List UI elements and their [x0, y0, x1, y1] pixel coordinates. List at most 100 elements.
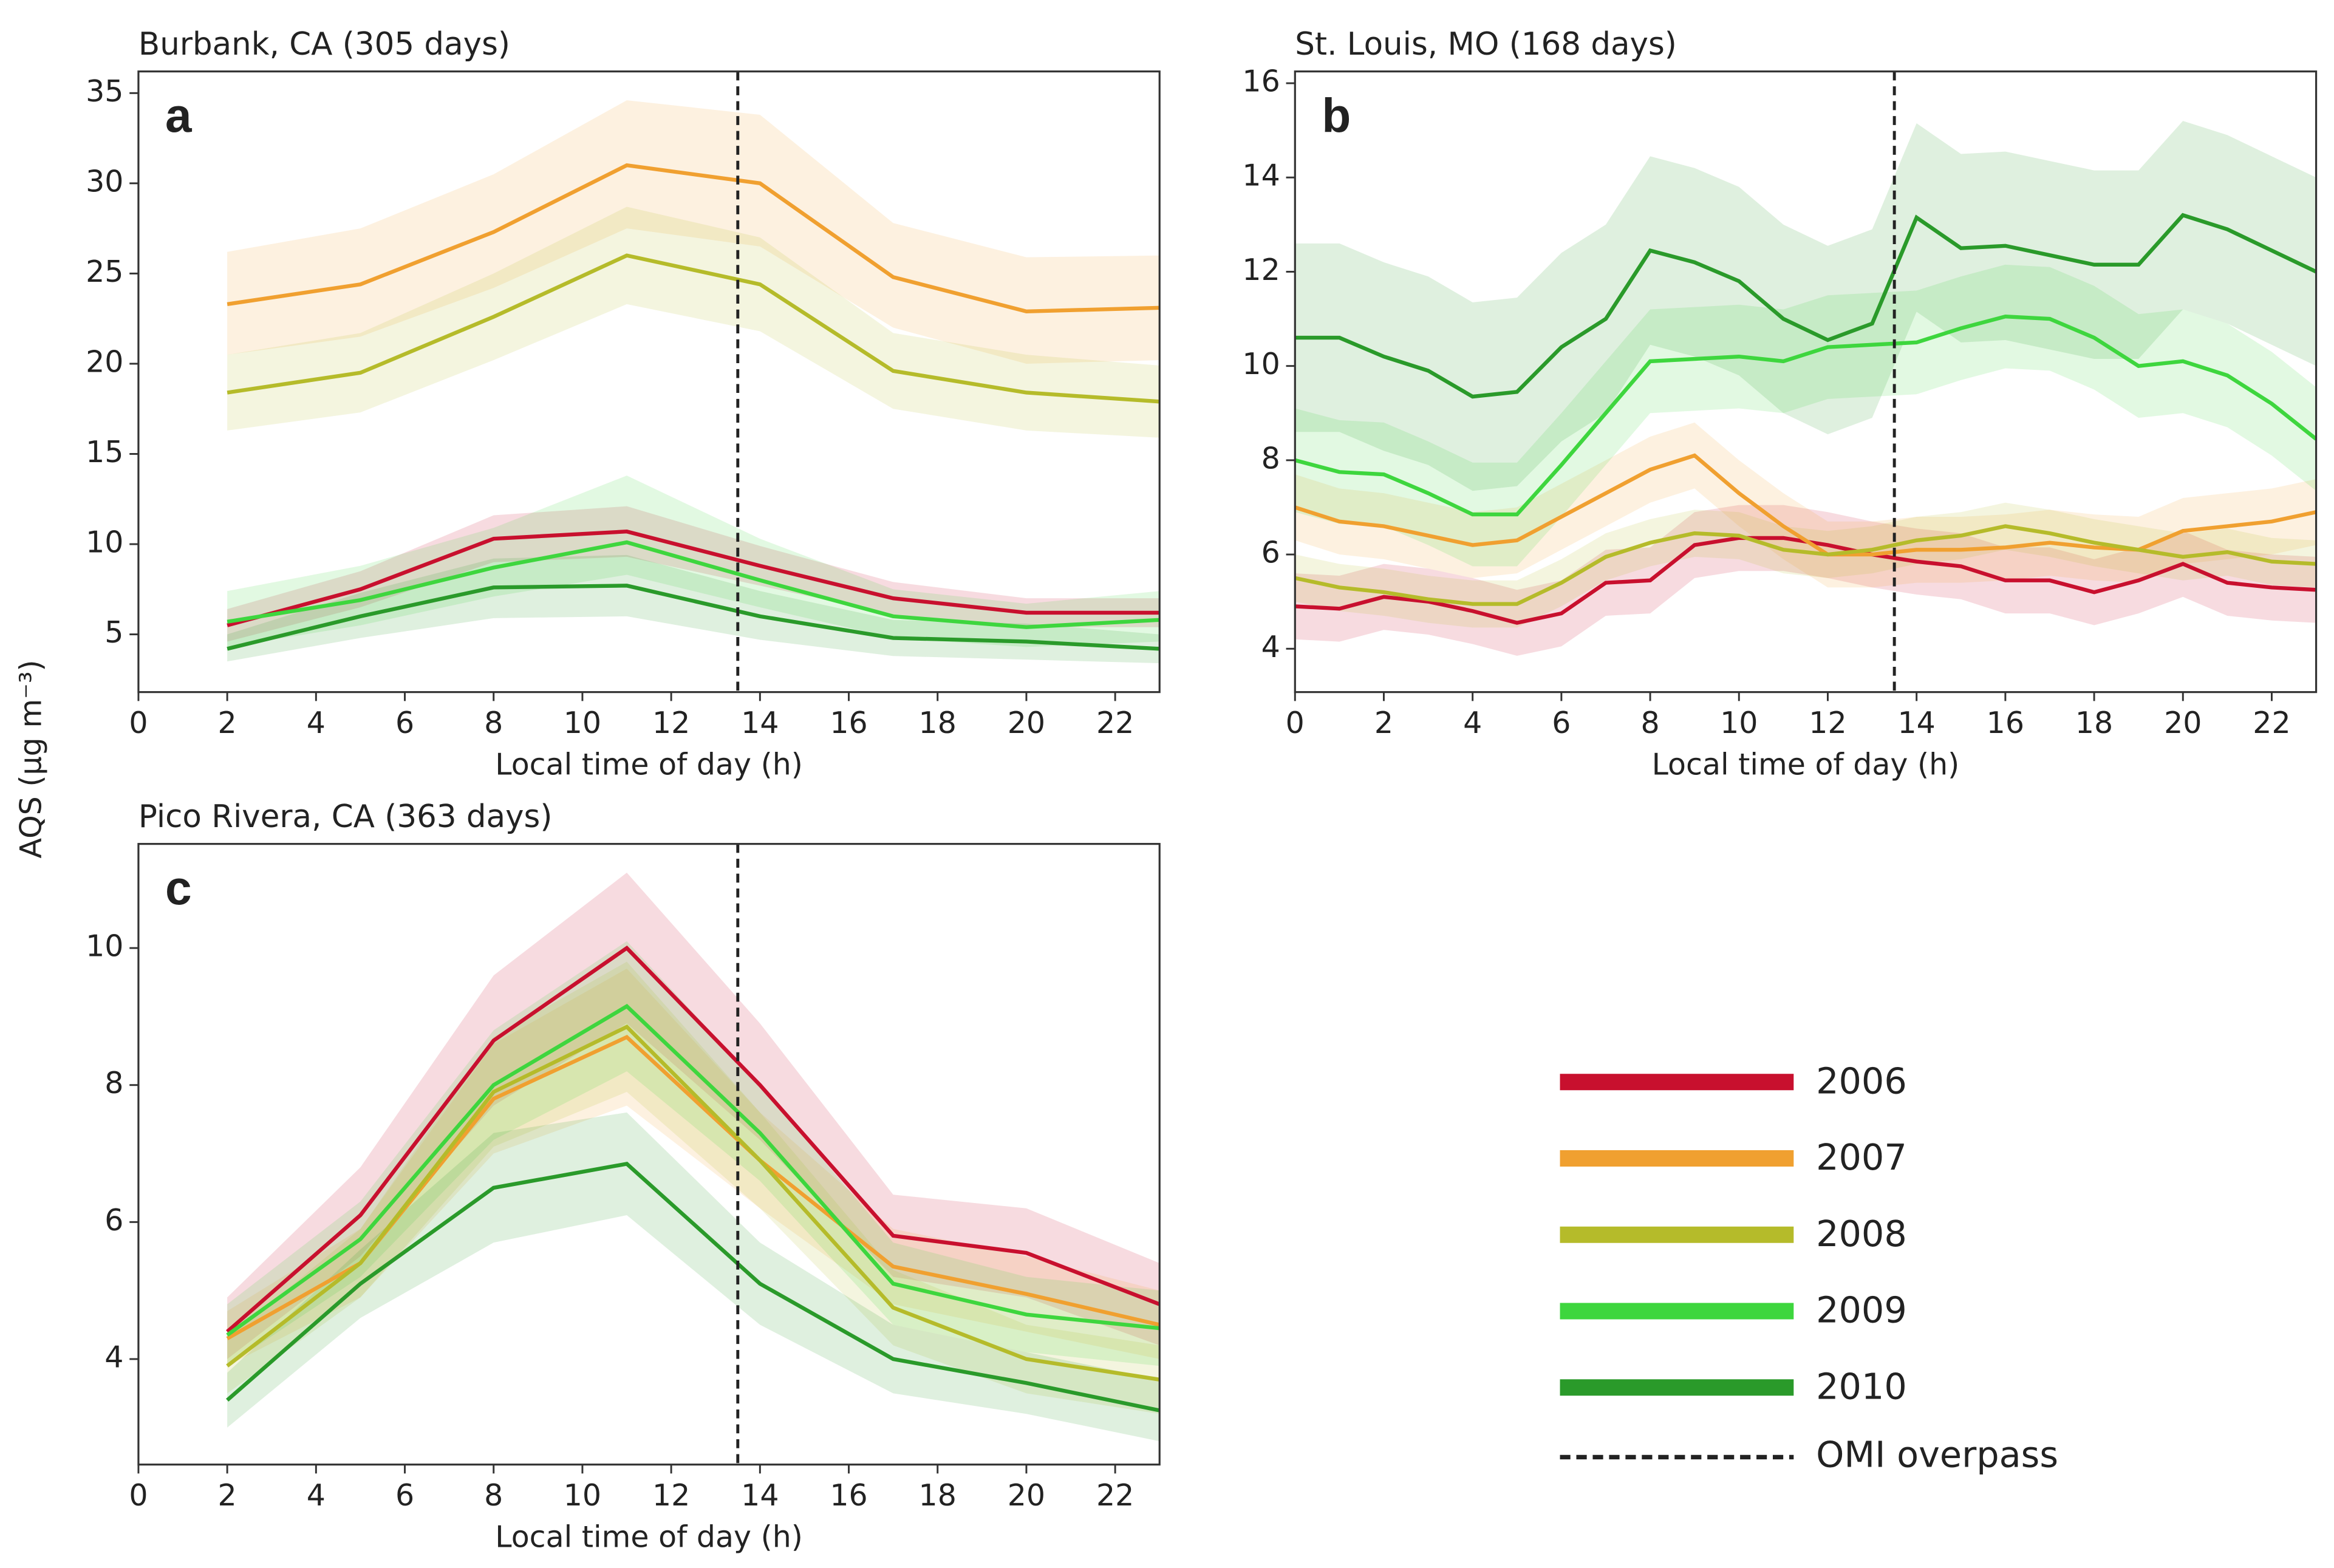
y-tick-label: 6	[1261, 536, 1280, 570]
y-tick-label: 6	[104, 1203, 123, 1238]
series-line	[227, 253, 1160, 404]
panel-letter: a	[165, 89, 193, 142]
x-tick-label: 22	[1096, 706, 1134, 740]
panel: 0 2 4 6 8 10 12 14 16 18 20 22 4 6 8 10 12 14 16 St. Louis,…	[1242, 26, 2318, 782]
x-tick-label: 6	[1552, 706, 1571, 740]
series-line	[227, 530, 1160, 627]
series-line	[227, 584, 1160, 651]
legend-label: 2010	[1816, 1365, 1907, 1407]
x-tick-label: 8	[484, 706, 503, 740]
x-tick-label: 22	[1096, 1478, 1134, 1513]
x-tick-label: 20	[1008, 706, 1045, 740]
series-line	[1295, 453, 2316, 557]
confidence-band	[227, 100, 1160, 364]
x-tick-label: 2	[218, 706, 237, 740]
confidence-band	[227, 1112, 1160, 1442]
x-tick-label: 12	[1809, 706, 1846, 740]
y-tick-label: 16	[1242, 64, 1280, 99]
legend-label: 2009	[1816, 1289, 1907, 1331]
confidence-band	[227, 873, 1160, 1359]
confidence-band	[227, 506, 1160, 642]
x-axis-label: Local time of day (h)	[495, 1520, 803, 1555]
series-line	[227, 540, 1160, 629]
y-tick-label: 8	[104, 1066, 123, 1100]
panel-letter: c	[165, 861, 192, 915]
panel: 0 2 4 6 8 10 12 14 16 18 20 22 5 10 15 20 25 30 35 Burbank,…	[86, 26, 1161, 782]
x-tick-label: 10	[564, 1478, 601, 1513]
confidence-band	[227, 961, 1160, 1414]
y-tick-label: 10	[86, 929, 123, 964]
x-tick-label: 8	[1640, 706, 1659, 740]
y-tick-label: 10	[1242, 347, 1280, 381]
confidence-band	[227, 941, 1160, 1366]
y-tick-label: 30	[86, 164, 123, 199]
series-line	[1295, 213, 2316, 399]
x-tick-label: 20	[1008, 1478, 1045, 1513]
plot-area	[226, 873, 1160, 1442]
y-tick-label: 10	[86, 525, 123, 560]
x-tick-label: 6	[395, 706, 414, 740]
x-tick-label: 0	[1286, 706, 1305, 740]
x-tick-label: 12	[652, 706, 690, 740]
x-tick-label: 14	[1897, 706, 1935, 740]
x-tick-label: 16	[830, 1478, 867, 1513]
x-tick-label: 8	[484, 1478, 503, 1513]
confidence-band	[227, 968, 1160, 1366]
x-axis-label: Local time of day (h)	[1652, 748, 1960, 782]
y-tick-label: 35	[86, 74, 123, 109]
series-line	[227, 163, 1160, 313]
x-axis-label: Local time of day (h)	[495, 748, 803, 782]
y-tick-label: 15	[86, 435, 123, 469]
x-tick-label: 14	[741, 1478, 779, 1513]
x-tick-label: 0	[129, 706, 148, 740]
legend: 2006 2007 2008 2009 2010 OMI overpass	[1560, 1060, 2058, 1476]
x-tick-label: 20	[2164, 706, 2202, 740]
x-tick-label: 4	[1463, 706, 1482, 740]
x-tick-label: 2	[218, 1478, 237, 1513]
legend-label: 2006	[1816, 1060, 1907, 1102]
x-tick-label: 18	[2075, 706, 2113, 740]
legend-label: OMI overpass	[1816, 1434, 2058, 1476]
x-tick-label: 10	[564, 706, 601, 740]
x-tick-label: 4	[307, 706, 326, 740]
y-tick-label: 20	[86, 344, 123, 379]
x-tick-label: 18	[919, 706, 957, 740]
x-tick-label: 12	[652, 1478, 690, 1513]
x-tick-label: 2	[1374, 706, 1393, 740]
series-line	[1295, 314, 2316, 517]
x-tick-label: 6	[395, 1478, 414, 1513]
x-tick-label: 10	[1720, 706, 1758, 740]
plot-area	[1295, 121, 2316, 656]
x-tick-label: 18	[919, 1478, 957, 1513]
axes-frame	[137, 843, 1161, 1466]
confidence-band	[1295, 505, 2316, 656]
series-line	[226, 1162, 1160, 1413]
series-line	[1295, 524, 2316, 606]
y-axis-label: AQS (μg m⁻³)	[13, 660, 48, 858]
y-tick-label: 12	[1242, 253, 1280, 287]
chart-title: Burbank, CA (305 days)	[138, 26, 510, 63]
chart-title: Pico Rivera, CA (363 days)	[138, 799, 553, 835]
plot-area	[227, 100, 1160, 664]
confidence-band	[1295, 121, 2316, 491]
y-tick-label: 4	[104, 1340, 123, 1374]
axes-frame	[1294, 70, 2318, 694]
chart-title: St. Louis, MO (168 days)	[1295, 26, 1677, 63]
confidence-band	[227, 206, 1160, 438]
series-line	[226, 1024, 1160, 1382]
x-tick-label: 0	[129, 1478, 148, 1513]
legend-label: 2007	[1816, 1136, 1907, 1178]
x-tick-label: 16	[1987, 706, 2024, 740]
x-tick-label: 14	[741, 706, 779, 740]
confidence-band	[1295, 422, 2316, 588]
confidence-band	[1295, 264, 2316, 567]
x-tick-label: 22	[2253, 706, 2290, 740]
panel: 0 2 4 6 8 10 12 14 16 18 20 22 4 6 8 10 Pico Rivera, CA …	[86, 799, 1161, 1555]
series-line	[226, 945, 1160, 1334]
legend-label: 2008	[1816, 1213, 1907, 1255]
x-tick-label: 16	[830, 706, 867, 740]
axes-frame	[137, 70, 1161, 694]
y-tick-label: 14	[1242, 159, 1280, 193]
x-tick-label: 4	[307, 1478, 326, 1513]
